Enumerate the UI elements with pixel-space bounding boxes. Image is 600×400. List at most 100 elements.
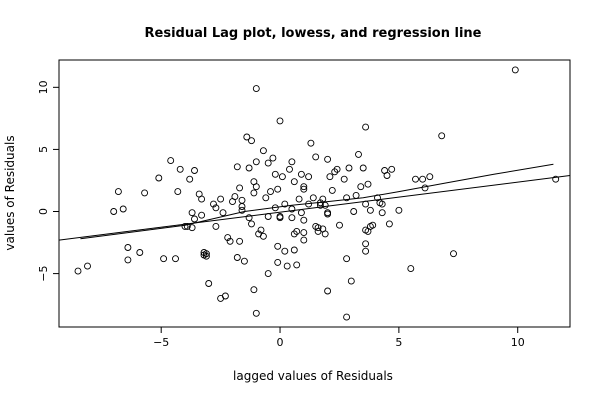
data-point	[252, 85, 260, 93]
data-point	[450, 250, 457, 258]
data-point	[202, 250, 210, 258]
data-point	[274, 185, 282, 193]
plot-frame	[58, 59, 571, 328]
data-point	[248, 220, 255, 228]
data-point	[176, 165, 184, 173]
y-tick-label: 10	[37, 80, 50, 94]
data-point	[297, 170, 305, 178]
data-point	[343, 313, 351, 321]
x-axis: −5 0 5 10	[153, 327, 525, 349]
data-point	[226, 237, 234, 245]
data-point	[269, 154, 277, 162]
data-point	[174, 188, 182, 196]
data-point	[290, 178, 298, 186]
data-point	[186, 175, 194, 183]
data-point	[307, 139, 315, 147]
data-point	[288, 214, 296, 222]
data-point	[240, 257, 248, 265]
data-point	[300, 183, 308, 191]
data-point	[250, 189, 258, 197]
data-point	[141, 189, 149, 197]
data-point	[328, 186, 336, 194]
data-point	[343, 194, 351, 202]
data-point	[511, 66, 519, 74]
data-point	[321, 201, 329, 209]
data-point	[238, 196, 246, 204]
data-point	[352, 191, 360, 199]
data-point	[236, 237, 244, 245]
data-point	[388, 165, 396, 173]
x-tick-label: 10	[511, 336, 525, 349]
data-point	[183, 222, 191, 230]
data-point	[293, 227, 301, 235]
data-point	[378, 209, 386, 217]
data-point	[305, 200, 313, 208]
data-point	[238, 206, 246, 214]
data-point	[124, 256, 132, 264]
data-point	[124, 244, 132, 251]
data-point	[262, 194, 270, 202]
data-point	[355, 150, 362, 158]
data-point	[155, 174, 163, 182]
data-point	[219, 209, 227, 217]
data-point	[136, 249, 144, 256]
data-point	[357, 183, 365, 191]
data-point	[419, 175, 427, 183]
data-point	[271, 204, 279, 212]
data-point	[221, 292, 229, 300]
data-point	[359, 164, 367, 172]
data-point	[250, 286, 258, 294]
x-tick-label: −5	[153, 336, 169, 349]
data-point	[288, 205, 296, 213]
y-axis-label: values of Residuals	[3, 135, 17, 250]
data-point	[191, 215, 198, 223]
data-point	[224, 234, 232, 242]
data-point	[245, 214, 253, 222]
data-point	[264, 213, 272, 220]
data-point	[421, 184, 429, 192]
data-point	[362, 123, 370, 131]
data-point	[331, 168, 339, 176]
data-point	[378, 200, 386, 208]
data-point	[245, 164, 253, 172]
data-point	[286, 165, 293, 173]
data-point	[300, 236, 308, 244]
data-point	[274, 258, 282, 266]
data-point	[198, 211, 206, 219]
data-points	[74, 66, 560, 321]
data-point	[385, 220, 393, 228]
data-point	[316, 201, 324, 209]
data-point	[290, 230, 298, 238]
y-tick-label: 5	[37, 146, 50, 153]
data-point	[212, 204, 220, 212]
data-point	[552, 175, 560, 183]
data-point	[248, 137, 255, 145]
data-point	[210, 200, 217, 208]
data-point	[324, 287, 332, 295]
x-axis-label: lagged values of Residuals	[233, 369, 393, 383]
data-point	[276, 117, 284, 125]
data-point	[438, 132, 446, 140]
data-point	[295, 195, 303, 203]
data-point	[293, 261, 301, 269]
data-point	[74, 267, 82, 275]
data-point	[243, 133, 251, 141]
data-point	[281, 200, 289, 208]
y-tick-label: −5	[37, 265, 50, 281]
data-point	[281, 247, 289, 255]
data-point	[271, 170, 279, 178]
data-point	[233, 163, 241, 171]
data-point	[257, 226, 265, 234]
data-point	[236, 184, 244, 192]
data-point	[264, 270, 272, 278]
data-point	[198, 195, 206, 203]
data-point	[343, 255, 351, 263]
data-point	[345, 164, 353, 172]
data-point	[319, 195, 327, 203]
x-tick-label: 5	[395, 336, 402, 349]
data-point	[350, 208, 358, 215]
data-point	[366, 206, 374, 214]
data-point	[202, 252, 210, 260]
data-point	[305, 173, 313, 181]
